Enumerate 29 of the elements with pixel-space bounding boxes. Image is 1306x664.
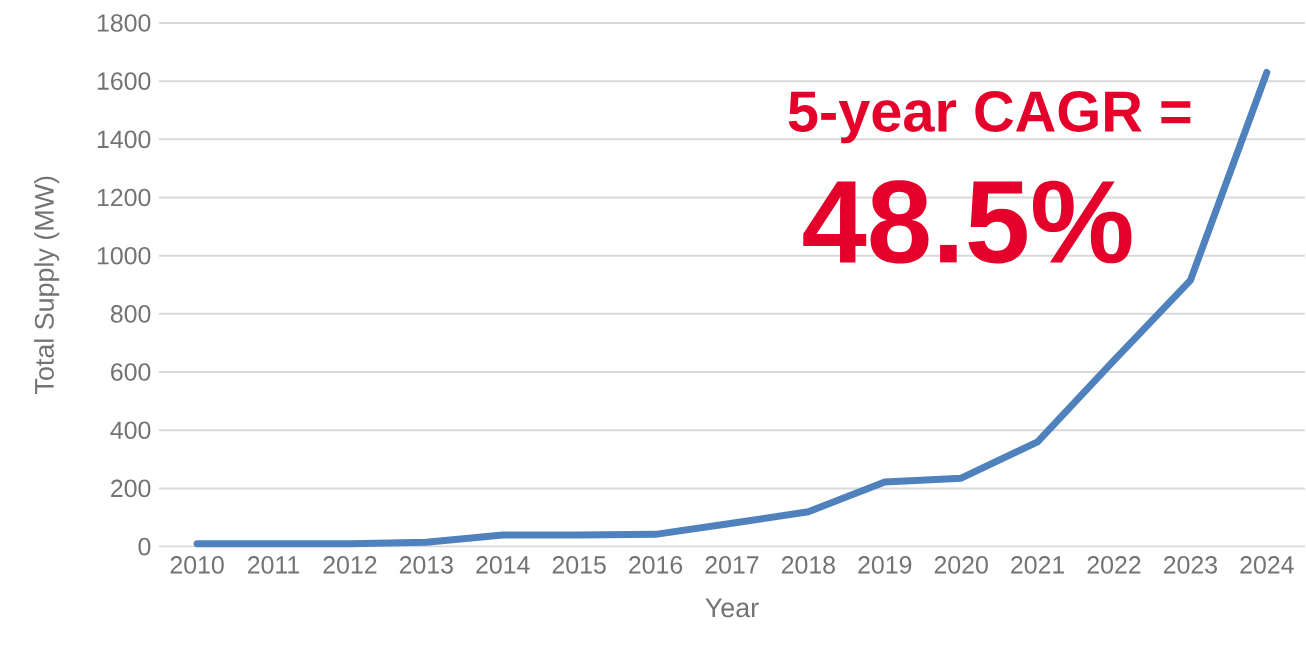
y-tick-label: 200 — [111, 479, 151, 497]
x-tick-label: 2012 — [323, 555, 377, 574]
y-tick-label: 600 — [111, 363, 151, 381]
annotation: 5-year CAGR = — [788, 90, 1191, 144]
x-tick-label: 2016 — [629, 555, 683, 574]
x-tick-label: 2022 — [1087, 555, 1141, 574]
x-tick-label: 2010 — [170, 555, 224, 574]
y-axis-title: Total Supply (MW) — [34, 176, 60, 394]
y-tick-label: 1000 — [97, 246, 151, 265]
x-tick-label: 2023 — [1163, 555, 1217, 574]
y-tick-label: 1200 — [97, 188, 151, 207]
x-tick-label: 2024 — [1240, 555, 1294, 574]
annotation: 48.5% — [803, 180, 1132, 264]
x-tick-label: 2013 — [399, 555, 453, 574]
x-tick-label: 2017 — [705, 555, 759, 574]
y-tick-label: 1800 — [97, 13, 151, 32]
y-tick-label: 400 — [110, 421, 151, 439]
y-tick-label: 1600 — [97, 72, 151, 90]
x-tick-label: 2011 — [247, 555, 300, 574]
y-tick-label: 0 — [138, 537, 151, 556]
x-tick-label: 2015 — [552, 555, 606, 574]
y-tick-label: 1400 — [97, 130, 151, 148]
x-tick-label: 2021 — [1011, 555, 1065, 574]
x-axis-title: Year — [705, 598, 759, 618]
x-tick-label: 2019 — [858, 555, 912, 574]
x-tick-label: 2020 — [934, 555, 988, 574]
x-tick-label: 2018 — [781, 555, 835, 574]
x-tick-label: 2014 — [476, 555, 530, 574]
y-tick-label: 800 — [110, 304, 151, 323]
